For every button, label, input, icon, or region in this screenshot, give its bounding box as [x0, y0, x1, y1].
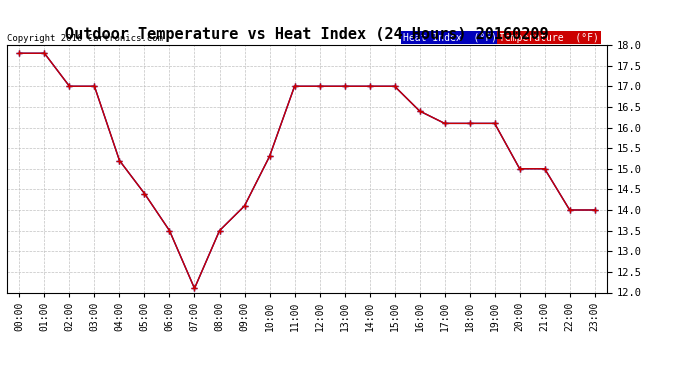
Text: Temperature  (°F): Temperature (°F) — [499, 33, 599, 42]
Title: Outdoor Temperature vs Heat Index (24 Hours) 20160209: Outdoor Temperature vs Heat Index (24 Ho… — [66, 27, 549, 42]
Text: Copyright 2016 Cartronics.com: Copyright 2016 Cartronics.com — [7, 33, 163, 42]
Text: Heat Index  (°F): Heat Index (°F) — [403, 33, 497, 42]
